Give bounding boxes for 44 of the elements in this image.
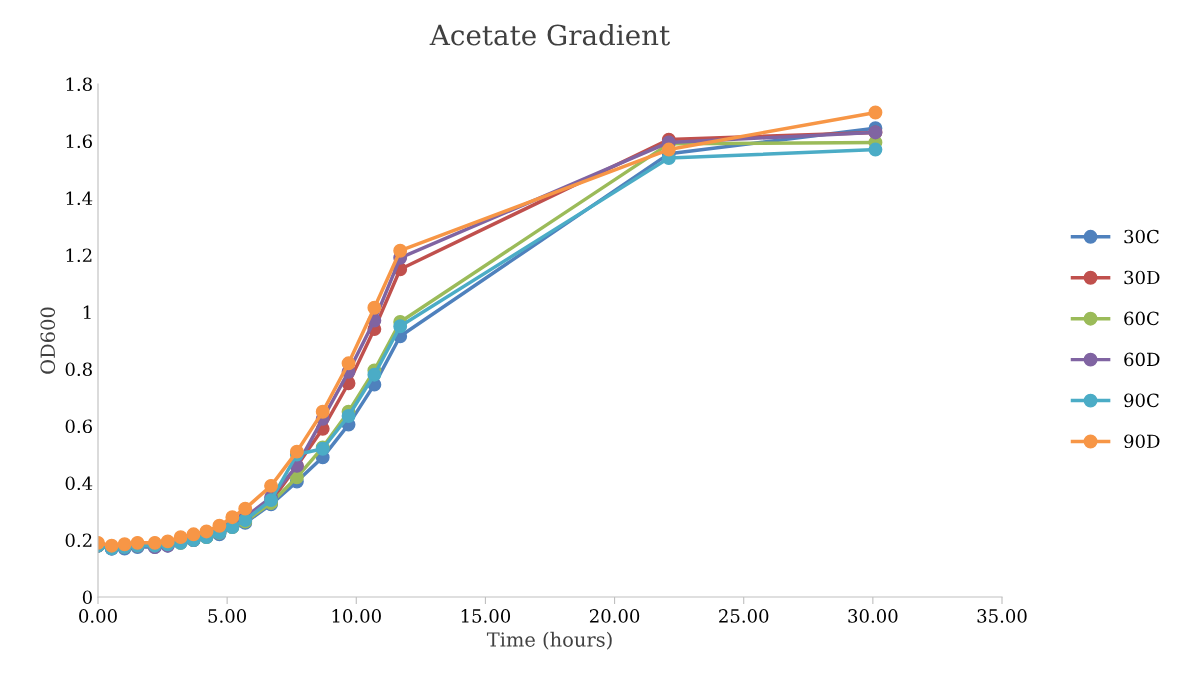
y-tick-label: 1	[83, 305, 91, 319]
point	[367, 300, 382, 315]
point	[238, 501, 253, 516]
legend-label: 30D	[1124, 270, 1160, 285]
point	[367, 367, 382, 382]
legend-label: 60C	[1124, 311, 1159, 326]
legend-label: 90C	[1124, 393, 1159, 408]
x-tick-label: 25.00	[719, 609, 769, 623]
legend-label: 60D	[1124, 352, 1160, 367]
x-tick-label: 35.00	[977, 609, 1027, 623]
y-tick-label: 0.8	[65, 362, 92, 377]
y-tick-label: 0	[82, 590, 92, 605]
x-tick-label: 10.00	[332, 609, 381, 623]
y-tick-label: 1.2	[66, 248, 92, 263]
x-tick-label: 15.00	[461, 609, 511, 623]
x-tick-label: 30.00	[848, 609, 898, 623]
point	[868, 142, 883, 157]
y-tick-label: 0.6	[65, 419, 92, 434]
y-axis-title: OD600	[40, 307, 56, 374]
point	[186, 527, 201, 542]
y-tick-label: 1.8	[66, 77, 92, 92]
x-tick-label: 20.00	[589, 609, 640, 623]
point	[393, 319, 408, 334]
point	[225, 510, 240, 525]
point	[661, 142, 676, 157]
y-tick-label: 0.4	[65, 476, 93, 491]
point	[199, 524, 214, 539]
legend-label: 90D	[1124, 434, 1160, 449]
x-tick-label: 5.00	[208, 609, 247, 623]
point	[264, 478, 278, 493]
point	[315, 404, 330, 419]
point	[868, 105, 883, 120]
point	[341, 356, 356, 371]
point	[393, 243, 408, 258]
point	[212, 518, 227, 533]
point	[341, 409, 356, 423]
y-tick-label: 0.2	[65, 533, 92, 548]
legend-label: 30C	[1124, 229, 1159, 244]
x-axis-title: Time (hours)	[486, 631, 612, 650]
x-tick-label: 0.00	[79, 609, 117, 623]
y-tick-label: 1.4	[66, 191, 93, 206]
chart-title: Acetate Gradient	[429, 24, 670, 46]
y-tick-label: 1.6	[66, 134, 92, 149]
point	[173, 530, 188, 545]
